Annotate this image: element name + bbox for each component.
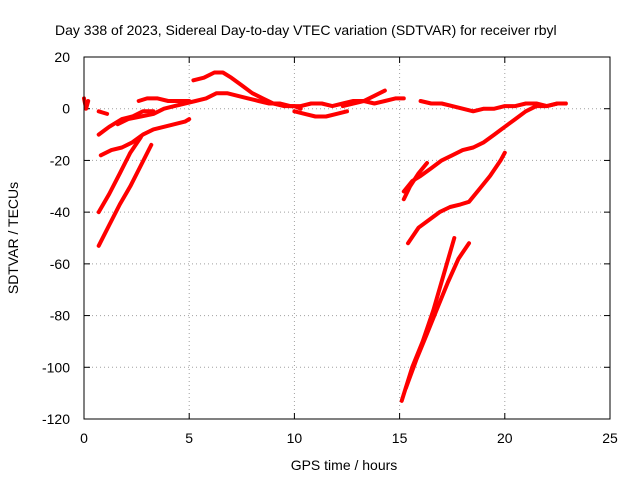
x-tick-label: 5 [185,430,193,446]
y-tick-label: 0 [62,101,70,117]
y-tick-label: -20 [50,152,70,168]
y-axis-label: SDTVAR / TECUs [5,182,21,294]
series-line-1 [82,96,91,111]
y-tick-label: -40 [50,204,70,220]
series-line-2 [96,109,110,116]
series-line-13 [401,161,429,202]
series-line-14 [418,99,568,114]
x-tick-label: 25 [602,430,618,446]
x-tick-label: 20 [497,430,513,446]
x-tick-label: 10 [287,430,303,446]
x-axis-label: GPS time / hours [291,457,398,473]
y-tick-label: -120 [42,411,70,427]
y-tick-label: -60 [50,256,70,272]
series-line-9 [191,70,303,111]
series-line-12 [401,101,568,194]
series-group [82,70,568,403]
series-line-10 [292,109,349,119]
series-line-7 [96,135,143,215]
series-line-5 [98,117,192,158]
series-line-6 [136,96,192,103]
plot-frame [83,56,611,420]
series-line-11 [340,88,387,109]
chart-title: Day 338 of 2023, Sidereal Day-to-day VTE… [55,22,557,38]
y-tick-labels: -120 -100 -80 -60 -40 -20 0 20 [42,49,70,427]
y-tick-label: -80 [50,308,70,324]
x-tick-labels: 0 5 10 15 20 25 [80,430,618,446]
y-tick-label: -100 [42,359,70,375]
x-tick-label: 15 [392,430,408,446]
series-line-15 [406,150,507,246]
series-line-17 [403,241,471,390]
y-tick-label: 20 [54,49,70,65]
x-tick-label: 0 [80,430,88,446]
series-line-8 [96,142,154,248]
